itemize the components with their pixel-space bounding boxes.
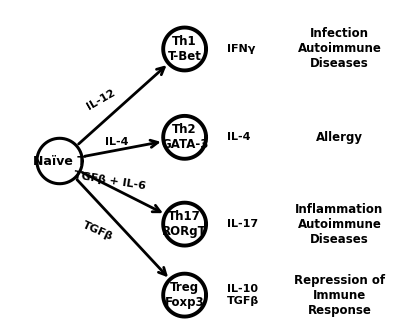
Text: Allergy: Allergy bbox=[316, 131, 363, 144]
Text: IL-12: IL-12 bbox=[85, 87, 117, 112]
Text: Th17: Th17 bbox=[168, 210, 201, 223]
Text: RORgT: RORgT bbox=[162, 225, 207, 238]
Text: IL-4: IL-4 bbox=[105, 137, 129, 147]
Text: IL-17: IL-17 bbox=[227, 219, 258, 229]
Text: T-Bet: T-Bet bbox=[168, 50, 202, 63]
Text: GATA-3: GATA-3 bbox=[161, 138, 208, 151]
Text: Th1: Th1 bbox=[172, 35, 197, 48]
Text: Naïve T: Naïve T bbox=[33, 155, 86, 167]
Text: Treg: Treg bbox=[170, 281, 199, 294]
Text: IFNγ: IFNγ bbox=[227, 44, 256, 54]
Text: Infection
Autoimmune
Diseases: Infection Autoimmune Diseases bbox=[298, 27, 382, 71]
Text: IL-10
TGFβ: IL-10 TGFβ bbox=[227, 284, 259, 306]
Text: Foxp3: Foxp3 bbox=[165, 296, 205, 309]
Text: TGFβ: TGFβ bbox=[81, 220, 114, 242]
Text: Inflammation
Autoimmune
Diseases: Inflammation Autoimmune Diseases bbox=[295, 203, 384, 246]
Text: Repression of
Immune
Response: Repression of Immune Response bbox=[294, 274, 385, 317]
Text: Th2: Th2 bbox=[172, 123, 197, 136]
Text: TGFβ + IL-6: TGFβ + IL-6 bbox=[72, 170, 146, 192]
Text: IL-4: IL-4 bbox=[227, 132, 251, 142]
